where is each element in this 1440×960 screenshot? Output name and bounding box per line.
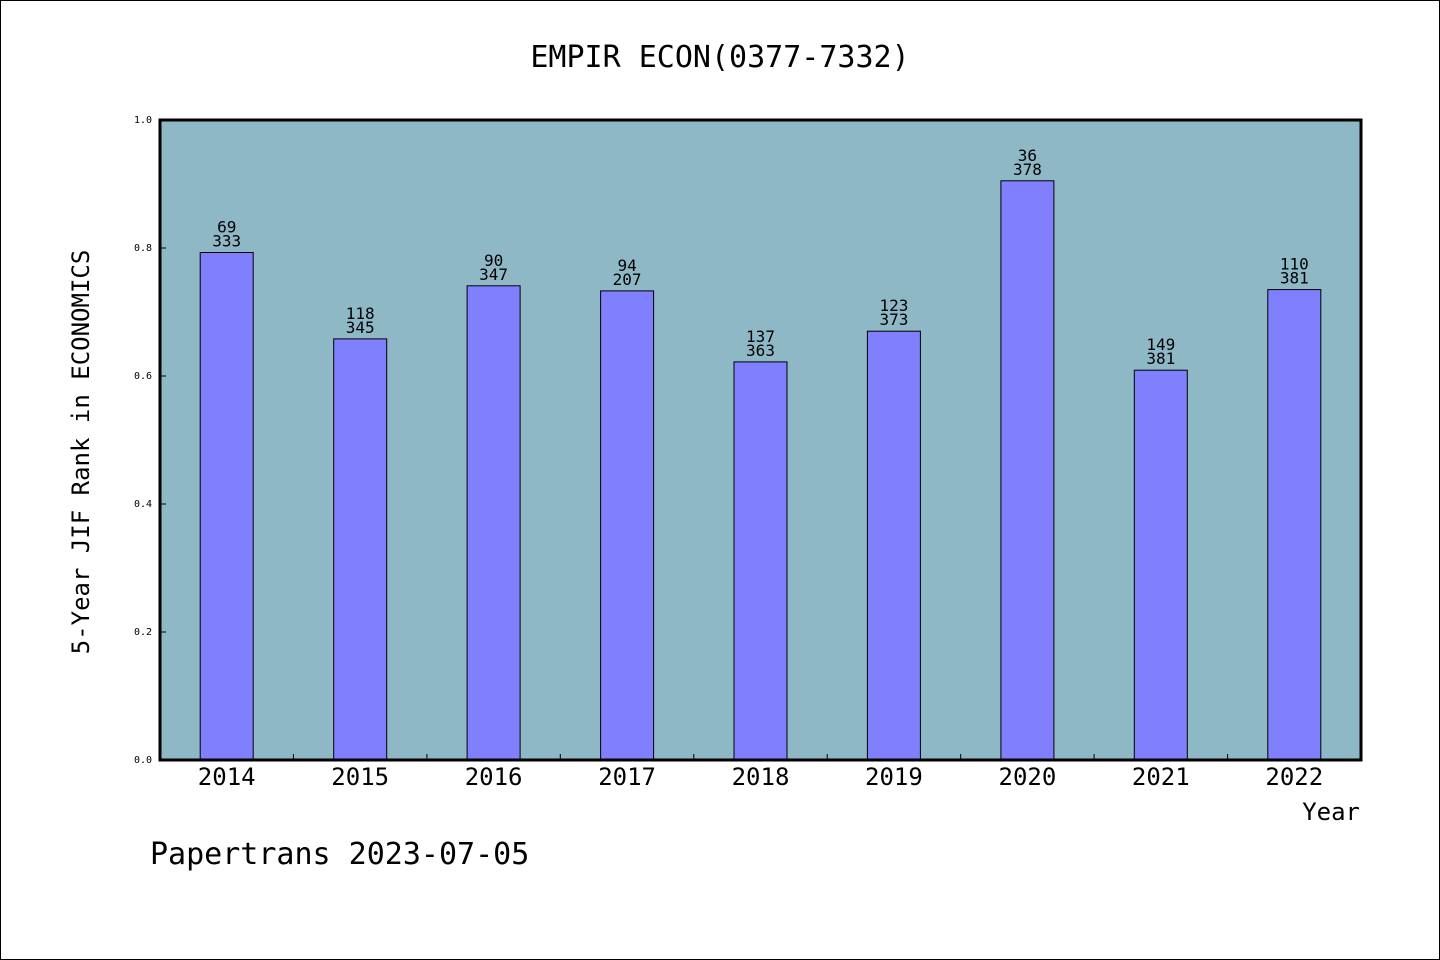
bar-2022: [1267, 289, 1322, 761]
x-tick-label-2019: 2019: [865, 763, 923, 791]
footer-watermark: Papertrans 2023-07-05: [150, 837, 529, 872]
bar-label-bottom-2022: 381: [1280, 269, 1309, 288]
bar-label-top-2015: 118: [346, 304, 375, 323]
bars-group: [199, 180, 1322, 761]
bar-2021: [1133, 369, 1188, 761]
x-tick-label-2022: 2022: [1265, 763, 1323, 791]
y-tick-label-0.6: 0.6: [134, 371, 152, 382]
x-tick-label-2018: 2018: [732, 763, 790, 791]
x-axis-label: Year: [1302, 798, 1360, 826]
x-tick-label-2015: 2015: [331, 763, 389, 791]
bar-label-top-2018: 137: [746, 327, 775, 346]
bar-label-top-2020: 36: [1018, 146, 1037, 165]
bar-label-bottom-2016: 347: [479, 265, 508, 284]
bar-2018: [733, 361, 788, 761]
y-tick-label-0.8: 0.8: [134, 243, 152, 254]
bar-label-top-2014: 69: [217, 218, 236, 237]
bar-2019: [866, 330, 921, 761]
y-tick-label-0.2: 0.2: [134, 627, 152, 638]
x-tick-label-2021: 2021: [1132, 763, 1190, 791]
bar-label-top-2021: 149: [1146, 335, 1175, 354]
x-tick-label-2020: 2020: [999, 763, 1057, 791]
plot-border: [158, 118, 1363, 762]
bar-label-bottom-2020: 378: [1013, 160, 1042, 179]
x-tick-label-2014: 2014: [198, 763, 256, 791]
bar-label-bottom-2019: 373: [879, 310, 908, 329]
bar-2014: [199, 252, 254, 761]
bar-2016: [466, 285, 521, 761]
bar-label-top-2016: 90: [484, 251, 503, 270]
bar-label-bottom-2018: 363: [746, 341, 775, 360]
bar-2017: [600, 290, 655, 761]
bar-label-bottom-2015: 345: [346, 318, 375, 337]
y-axis-label: 5-Year JIF Rank in ECONOMICS: [67, 250, 95, 655]
bar-2020: [1000, 180, 1055, 761]
bar-label-bottom-2021: 381: [1146, 349, 1175, 368]
bar-label-bottom-2014: 333: [212, 232, 241, 251]
x-tick-label-2016: 2016: [465, 763, 523, 791]
bar-label-top-2017: 94: [617, 256, 636, 275]
bar-label-bottom-2017: 207: [613, 270, 642, 289]
y-tick-label-1.0: 1.0: [134, 115, 152, 126]
chart-title: EMPIR ECON(0377-7332): [530, 40, 909, 75]
x-tick-label-2017: 2017: [598, 763, 656, 791]
bar-2015: [333, 338, 388, 761]
bar-label-top-2019: 123: [879, 296, 908, 315]
y-tick-label-0.4: 0.4: [134, 499, 152, 510]
bar-label-top-2022: 110: [1280, 255, 1309, 274]
y-tick-label-0.0: 0.0: [134, 755, 152, 766]
x-axis-ticks: 2014 2015 2016 2017 2018 2019 2020 2021 2022: [198, 754, 1323, 791]
